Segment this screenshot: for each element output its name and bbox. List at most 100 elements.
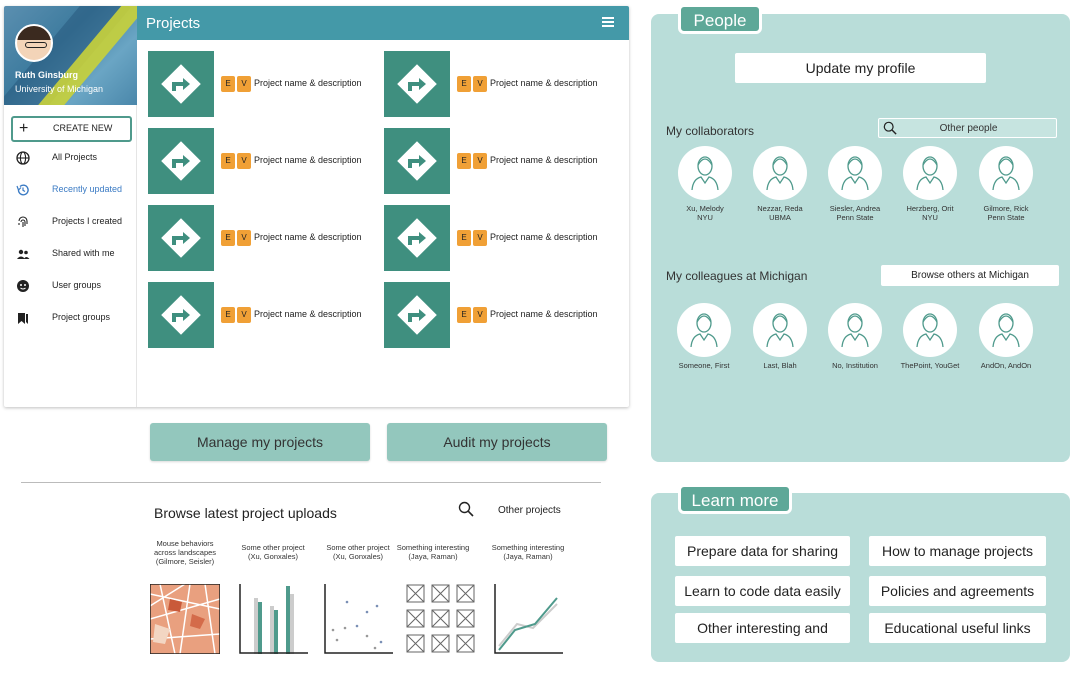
- learn-link-other-interesting[interactable]: Other interesting and: [675, 613, 850, 643]
- sidebar-item-project-groups[interactable]: Project groups: [4, 307, 136, 331]
- project-tile[interactable]: E V Project name & description: [384, 128, 614, 194]
- people-icon: [17, 249, 30, 259]
- edit-badge[interactable]: E: [457, 76, 471, 92]
- project-tile[interactable]: E V Project name & description: [384, 282, 614, 348]
- person-avatar[interactable]: [828, 303, 882, 357]
- project-label: Project name & description: [490, 309, 598, 319]
- update-profile-button[interactable]: Update my profile: [735, 53, 986, 83]
- sidebar-item-label: All Projects: [52, 152, 98, 162]
- sidebar-item-label: Recently updated: [52, 184, 123, 194]
- project-tile[interactable]: E V Project name & description: [148, 282, 378, 348]
- person-icon: [766, 313, 794, 348]
- projects-sidebar: [4, 105, 137, 407]
- bookmark-icon: [18, 313, 28, 324]
- directions-icon: [397, 64, 437, 104]
- learn-link-manage-projects[interactable]: How to manage projects: [869, 536, 1046, 566]
- project-label: Project name & description: [254, 78, 362, 88]
- person-avatar[interactable]: [677, 303, 731, 357]
- view-badge[interactable]: V: [237, 230, 251, 246]
- manage-projects-button[interactable]: Manage my projects: [150, 423, 370, 461]
- edit-badge[interactable]: E: [457, 307, 471, 323]
- view-badge[interactable]: V: [473, 230, 487, 246]
- line-chart-thumbnail[interactable]: [493, 584, 563, 654]
- person-avatar[interactable]: [979, 303, 1033, 357]
- upload-caption: Some other project (Xu, Gonxales): [326, 543, 390, 561]
- upload-caption: Something interesting (Jaya, Raman): [491, 543, 565, 561]
- group-face-icon: [17, 280, 29, 292]
- image-grid-thumbnail[interactable]: [406, 584, 476, 654]
- directions-icon: [397, 218, 437, 258]
- project-tile[interactable]: E V Project name & description: [384, 205, 614, 271]
- person-icon: [691, 156, 719, 191]
- sidebar-item-projects-i-created[interactable]: Projects I created: [4, 211, 136, 235]
- person-avatar[interactable]: [828, 146, 882, 200]
- search-icon: [883, 121, 897, 135]
- people-title: People: [678, 4, 762, 34]
- person-name: ThePoint, YouGet: [900, 361, 960, 370]
- directions-icon: [397, 141, 437, 181]
- learn-link-educational[interactable]: Educational useful links: [869, 613, 1046, 643]
- project-thumbnail[interactable]: [384, 282, 450, 348]
- project-thumbnail[interactable]: [148, 51, 214, 117]
- edit-badge[interactable]: E: [221, 153, 235, 169]
- other-people-search[interactable]: Other people: [878, 118, 1057, 138]
- project-tile[interactable]: E V Project name & description: [148, 128, 378, 194]
- people-panel: [651, 14, 1070, 462]
- person-icon: [916, 313, 944, 348]
- sidebar-item-label: User groups: [52, 280, 102, 290]
- project-tile[interactable]: E V Project name & description: [148, 205, 378, 271]
- project-thumbnail[interactable]: [384, 51, 450, 117]
- project-thumbnail[interactable]: [384, 205, 450, 271]
- view-badge[interactable]: V: [237, 307, 251, 323]
- other-projects-link[interactable]: Other projects: [498, 505, 561, 516]
- person-avatar[interactable]: [753, 303, 807, 357]
- search-icon[interactable]: [458, 501, 474, 517]
- edit-badge[interactable]: E: [457, 230, 471, 246]
- map-thumbnail[interactable]: [150, 584, 220, 654]
- view-badge[interactable]: V: [473, 307, 487, 323]
- other-people-label: Other people: [939, 123, 998, 134]
- avatar[interactable]: [15, 24, 53, 62]
- create-new-button[interactable]: + CREATE NEW: [11, 116, 132, 142]
- person-icon: [841, 313, 869, 348]
- fingerprint-icon: [18, 216, 28, 227]
- project-label: Project name & description: [254, 309, 362, 319]
- person-avatar[interactable]: [979, 146, 1033, 200]
- sidebar-item-recently-updated[interactable]: Recently updated: [4, 179, 136, 203]
- view-badge[interactable]: V: [237, 153, 251, 169]
- project-thumbnail[interactable]: [148, 282, 214, 348]
- scatter-plot-thumbnail[interactable]: [323, 584, 393, 654]
- learn-link-code-data[interactable]: Learn to code data easily: [675, 576, 850, 606]
- edit-badge[interactable]: E: [221, 76, 235, 92]
- person-avatar[interactable]: [678, 146, 732, 200]
- directions-icon: [161, 141, 201, 181]
- sidebar-item-all-projects[interactable]: All Projects: [4, 147, 136, 171]
- browse-others-button[interactable]: Browse others at Michigan: [881, 265, 1059, 286]
- project-thumbnail[interactable]: [384, 128, 450, 194]
- audit-projects-button[interactable]: Audit my projects: [387, 423, 607, 461]
- view-badge[interactable]: V: [473, 153, 487, 169]
- person-avatar[interactable]: [903, 303, 957, 357]
- collaborators-title: My collaborators: [666, 124, 755, 138]
- edit-badge[interactable]: E: [221, 230, 235, 246]
- project-label: Project name & description: [254, 155, 362, 165]
- person-icon: [992, 313, 1020, 348]
- hamburger-menu-icon[interactable]: [602, 17, 614, 27]
- view-badge[interactable]: V: [237, 76, 251, 92]
- learn-link-prepare-data[interactable]: Prepare data for sharing: [675, 536, 850, 566]
- sidebar-item-user-groups[interactable]: User groups: [4, 275, 136, 299]
- sidebar-item-label: Projects I created: [52, 216, 123, 226]
- edit-badge[interactable]: E: [457, 153, 471, 169]
- project-thumbnail[interactable]: [148, 205, 214, 271]
- view-badge[interactable]: V: [473, 76, 487, 92]
- edit-badge[interactable]: E: [221, 307, 235, 323]
- bar-chart-thumbnail[interactable]: [238, 584, 308, 654]
- project-label: Project name & description: [490, 78, 598, 88]
- project-tile[interactable]: E V Project name & description: [148, 51, 378, 117]
- learn-link-policies[interactable]: Policies and agreements: [869, 576, 1046, 606]
- project-tile[interactable]: E V Project name & description: [384, 51, 614, 117]
- project-thumbnail[interactable]: [148, 128, 214, 194]
- person-avatar[interactable]: [903, 146, 957, 200]
- sidebar-item-shared-with-me[interactable]: Shared with me: [4, 243, 136, 267]
- person-avatar[interactable]: [753, 146, 807, 200]
